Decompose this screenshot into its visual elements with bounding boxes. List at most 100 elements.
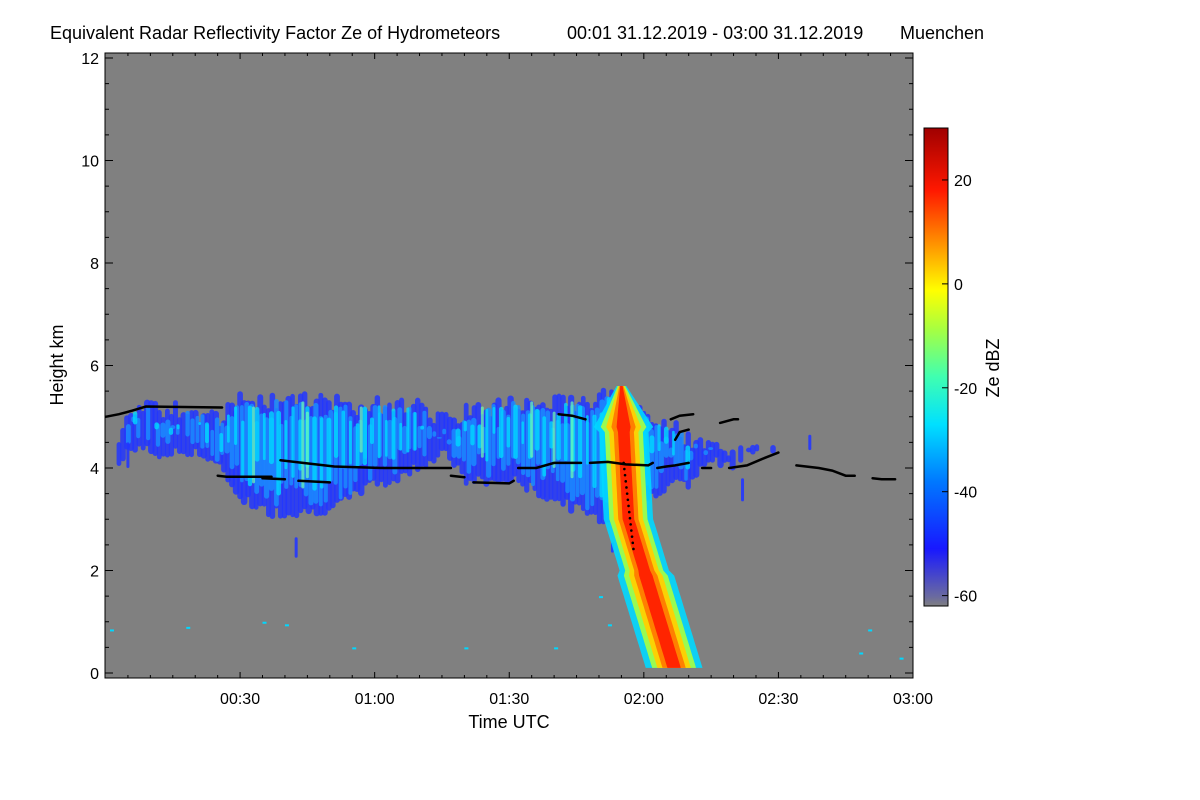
echo-streak — [750, 444, 756, 455]
echo-streak — [214, 417, 220, 462]
echo-streak — [198, 422, 202, 426]
echo-streak — [355, 423, 360, 469]
echo-streak — [301, 401, 305, 489]
echo-streak — [312, 416, 317, 491]
echo-streak — [406, 407, 410, 453]
melting-layer-segment — [588, 460, 655, 467]
x-tick-label: 03:00 — [893, 691, 933, 708]
echo-speck — [464, 647, 469, 650]
echo-streak — [252, 406, 256, 484]
melting-layer-segment — [656, 461, 690, 470]
melting-layer-line — [105, 405, 897, 551]
reflectivity-echoes — [109, 386, 904, 668]
echo-streak — [513, 404, 518, 459]
echo-streak — [219, 432, 224, 453]
echo-streak — [703, 450, 709, 456]
melting-layer-dot — [625, 492, 629, 495]
x-tick-label: 02:00 — [624, 691, 664, 708]
echo-streak — [294, 537, 298, 558]
echo-streak — [420, 425, 425, 430]
echo-streak — [578, 405, 583, 479]
melting-layer-dot — [623, 467, 626, 471]
melting-layer-segment — [105, 405, 224, 419]
echo-streak — [377, 405, 381, 459]
colorbar-tick-label: 20 — [954, 173, 972, 190]
echo-streak — [442, 428, 447, 435]
echo-streak — [291, 406, 295, 478]
echo-streak — [298, 419, 303, 471]
echo-streak — [413, 412, 417, 451]
melting-layer-dot — [628, 516, 632, 520]
echo-streak — [116, 442, 122, 466]
echo-streak — [506, 416, 511, 448]
colorbar-tick-label: -60 — [954, 589, 977, 606]
echo-streak — [564, 402, 568, 461]
echo-streak — [649, 435, 655, 454]
x-axis-label: Time UTC — [468, 712, 549, 732]
echo-streak — [276, 410, 281, 496]
echo-streak — [432, 431, 437, 437]
echo-streak — [341, 410, 345, 469]
echo-streak — [326, 417, 332, 483]
echo-streak — [190, 418, 195, 445]
echo-streak — [685, 445, 691, 470]
x-tick-label: 01:30 — [489, 691, 529, 708]
melting-layer-dot — [622, 461, 625, 465]
echo-streak — [654, 425, 659, 489]
colorbar-label: Ze dBZ — [983, 338, 1003, 397]
echo-speck — [607, 624, 612, 627]
x-tick-label: 00:30 — [220, 691, 260, 708]
echo-streak — [333, 405, 339, 458]
colorbar-tick-label: 0 — [954, 277, 963, 294]
echo-streak — [155, 423, 161, 447]
melting-layer-dot — [629, 523, 632, 526]
echo-streak — [534, 408, 540, 451]
echo-streak — [485, 408, 489, 462]
echo-streak — [172, 400, 178, 449]
y-tick-label: 8 — [90, 256, 99, 273]
echo-speck — [109, 629, 114, 632]
echo-streak — [241, 420, 245, 477]
echo-streak — [446, 439, 452, 445]
echo-streak — [480, 406, 484, 458]
echo-streak — [426, 426, 432, 440]
y-tick-label: 12 — [81, 51, 99, 68]
melting-layer-segment — [871, 477, 897, 481]
echo-streak — [466, 419, 472, 474]
melting-layer-dot — [623, 473, 627, 477]
echo-streak — [672, 430, 675, 456]
echo-streak — [657, 424, 661, 452]
chart-period: 00:01 31.12.2019 - 03:00 31.12.2019 — [567, 23, 863, 43]
melting-layer-segment — [449, 474, 466, 479]
echo-streak — [165, 419, 171, 444]
melting-layer-segment — [557, 412, 587, 421]
echo-streak — [387, 419, 393, 460]
echo-streak — [176, 424, 180, 430]
y-tick-label: 10 — [81, 154, 99, 171]
melting-layer-segment — [297, 479, 332, 484]
echo-streak — [160, 422, 166, 438]
y-axis-label: Height km — [47, 324, 67, 405]
melting-layer-dot — [630, 535, 634, 538]
echo-streak — [126, 442, 130, 468]
echo-streak — [132, 411, 138, 425]
echo-streak — [741, 478, 745, 502]
echo-streak — [359, 406, 363, 453]
echo-streak — [308, 416, 314, 506]
echo-streak — [585, 415, 589, 465]
colorbar-tick-label: -40 — [954, 485, 977, 502]
melting-layer-segment — [727, 451, 780, 470]
echo-streak — [399, 422, 403, 451]
echo-streak — [678, 430, 684, 470]
echo-streak — [294, 404, 299, 489]
y-tick-label: 4 — [90, 461, 99, 478]
echo-streak — [180, 412, 187, 455]
echo-streak — [338, 406, 343, 500]
melting-layer-segment — [472, 479, 515, 485]
melting-layer-dot — [627, 510, 631, 514]
echo-streak — [195, 415, 200, 443]
echo-streak — [247, 405, 253, 487]
echo-streak — [545, 410, 551, 470]
echo-streak — [470, 424, 475, 446]
melting-layer-segment — [673, 428, 690, 442]
